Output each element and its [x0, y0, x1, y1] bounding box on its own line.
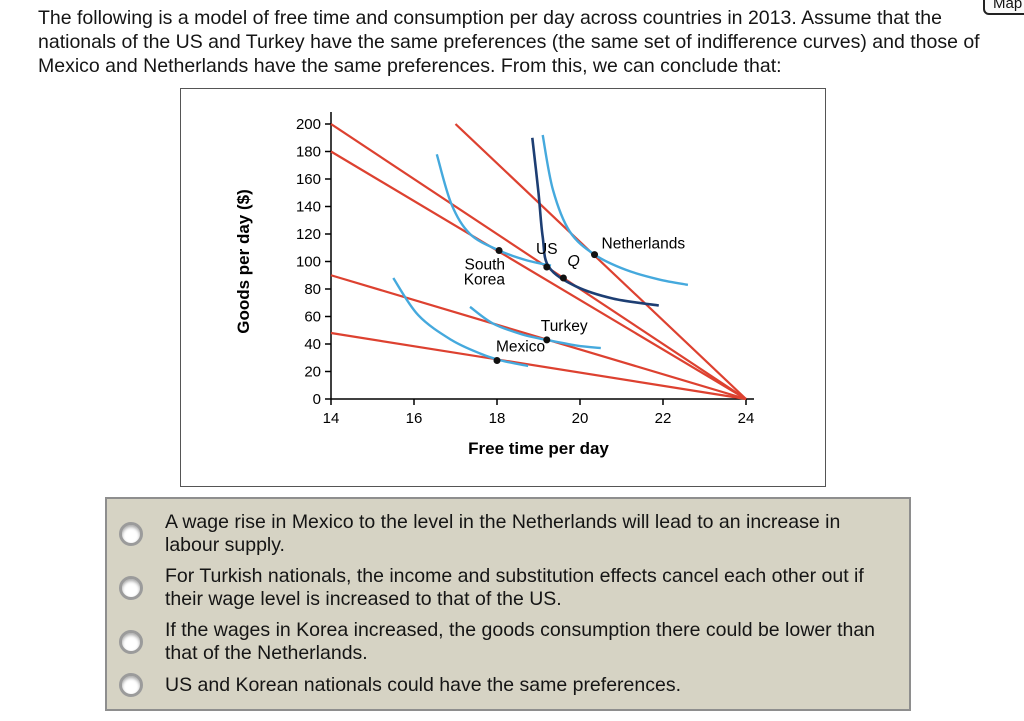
budget-line: [330, 123, 747, 400]
y-tick-label: 80: [304, 281, 321, 298]
budget-line: [330, 150, 747, 400]
map-button-label: Map: [993, 0, 1023, 12]
data-point: [591, 251, 599, 259]
y-tick-label: 200: [296, 116, 321, 133]
y-axis-title: Goods per day ($): [234, 189, 253, 334]
data-point: [493, 357, 501, 364]
option-radio[interactable]: [119, 576, 143, 600]
point-label: US: [536, 241, 558, 258]
x-tick-label: 14: [323, 410, 340, 427]
y-tick-label: 100: [296, 254, 321, 271]
y-tick-label: 20: [304, 364, 321, 381]
indifference-curve-mexico: [392, 277, 529, 368]
indifference-curve-netherlands: [541, 134, 689, 287]
x-tick-label: 22: [655, 410, 672, 427]
budget-line: [330, 331, 747, 401]
x-axis-title: Free time per day: [468, 439, 609, 458]
x-tick-label: 18: [489, 410, 506, 427]
option-radio[interactable]: [119, 522, 143, 546]
answer-option-2[interactable]: For Turkish nationals, the income and su…: [119, 565, 893, 611]
y-tick-label: 120: [296, 226, 321, 243]
x-tick-label: 20: [572, 410, 589, 427]
indifference-curve-us: [531, 137, 659, 307]
option-label: For Turkish nationals, the income and su…: [165, 565, 864, 610]
y-tick-label: 180: [296, 144, 321, 161]
answer-option-3[interactable]: If the wages in Korea increased, the goo…: [119, 619, 893, 665]
data-point: [543, 263, 551, 271]
question-text: The following is a model of free time an…: [38, 7, 980, 78]
option-label: If the wages in Korea increased, the goo…: [165, 619, 876, 664]
map-button[interactable]: Map: [983, 0, 1024, 15]
answer-options-panel: A wage rise in Mexico to the level in th…: [105, 497, 911, 711]
budget-line: [454, 123, 747, 400]
point-label: Turkey: [541, 318, 588, 335]
indifference-curve-south-korea: [435, 153, 552, 267]
option-label: A wage rise in Mexico to the level in th…: [165, 511, 841, 556]
y-tick-label: 60: [304, 309, 321, 326]
point-label: Netherlands: [602, 236, 686, 253]
chart-svg: 0 20 40 60 80 100 120 140 160 180 200 14 16 18 20 22 24 S…: [234, 112, 755, 458]
y-tick-label: 40: [304, 336, 321, 353]
y-tick-label: 0: [313, 391, 321, 408]
x-tick-label: 24: [738, 410, 755, 427]
indifference-curve-turkey: [469, 305, 601, 350]
answer-option-1[interactable]: A wage rise in Mexico to the level in th…: [119, 511, 893, 557]
data-point: [543, 336, 551, 344]
option-radio[interactable]: [119, 673, 143, 697]
data-point: [495, 247, 503, 254]
point-label: Mexico: [496, 339, 545, 356]
option-label: US and Korean nationals could have the s…: [165, 673, 681, 696]
answer-option-4[interactable]: US and Korean nationals could have the s…: [119, 673, 893, 697]
point-label: South Korea: [464, 257, 506, 289]
chart-figure: 0 20 40 60 80 100 120 140 160 180 200 14 16 18 20 22 24 S…: [180, 88, 826, 487]
data-point: [559, 274, 567, 282]
y-tick-label: 160: [296, 171, 321, 188]
x-tick-label: 16: [406, 410, 423, 427]
y-tick-label: 140: [296, 199, 321, 216]
option-radio[interactable]: [119, 630, 143, 654]
point-label: Q: [567, 253, 579, 270]
